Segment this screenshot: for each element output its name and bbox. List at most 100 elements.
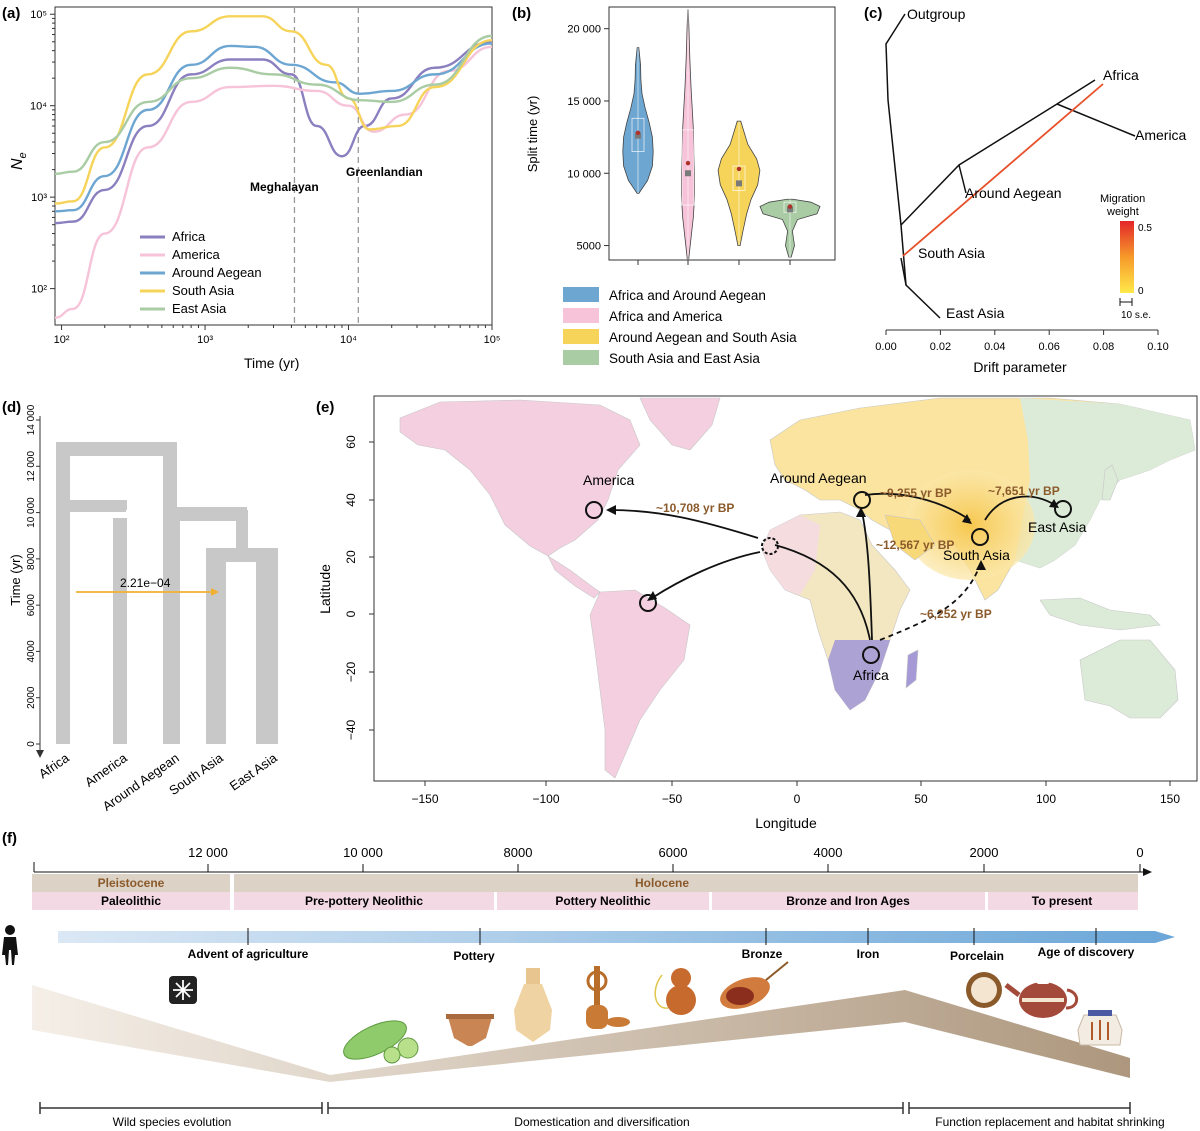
- event-bronze: Bronze: [742, 947, 783, 961]
- y-tick-label-5: 10 000: [26, 497, 37, 528]
- route-label-africa-southasia: ~6,252 yr BP: [920, 607, 992, 621]
- y-tick-label-1: 10³: [31, 192, 47, 204]
- panel-f: (f) 12 000 10 000 8000 6000 4000 2000 0 Pleist…: [2, 830, 1175, 1129]
- y-tick-label-0: 0: [26, 741, 37, 747]
- y-tick-label-3: 0: [344, 610, 358, 617]
- roasted-gourd-icon: [720, 961, 789, 1009]
- panel-c-tree: [885, 13, 1136, 319]
- place-label-america: America: [583, 472, 635, 488]
- map-axes: −150 −100 −50 0 50 100 150 60 40 20 0 −20 −40: [344, 435, 1180, 806]
- panel-e-label: (e): [316, 399, 334, 416]
- place-africa: [862, 646, 880, 664]
- tip-america: America: [82, 750, 130, 790]
- period-bronze-iron: Bronze and Iron Ages: [786, 894, 910, 908]
- human-icon: [2, 925, 18, 965]
- land-north-america: [399, 399, 641, 557]
- land-arabia: [884, 514, 936, 561]
- series-line-4: [54, 34, 493, 176]
- svg-text:weight: weight: [1106, 206, 1139, 218]
- phase-domestication: Domestication and diversification: [514, 1115, 689, 1129]
- timeline-ticks: 12 000 10 000 8000 6000 4000 2000 0: [33, 845, 1144, 872]
- jar-icon: [1077, 1010, 1123, 1046]
- timeline-tick-label-1: 10 000: [343, 845, 383, 860]
- x-tick-label-3: 0.06: [1038, 341, 1059, 353]
- tip-africa: Africa: [1103, 67, 1139, 83]
- place-around-aegean: [853, 491, 871, 509]
- phase-brackets: [39, 1102, 1131, 1114]
- route-label-africa-aegean: ~12,567 yr BP: [876, 538, 954, 552]
- place-south-asia: [971, 528, 989, 546]
- x-tick-label-0: 0.00: [875, 341, 896, 353]
- event-ticks: [247, 928, 1097, 945]
- place-label-south-asia: South Asia: [943, 547, 1010, 563]
- panel-a: (a) Meghalayan Greenlandian 10² 10³ 10⁴ 10⁵…: [2, 5, 500, 371]
- x-tick-label-0: −150: [411, 792, 438, 806]
- violin-mean-3: [787, 204, 793, 209]
- x-tick-label-5: 0.10: [1147, 341, 1168, 353]
- migration-weight-legend: Migration weight 0.5 0 10 s.e.: [1100, 193, 1152, 321]
- series-line-0: [54, 40, 493, 225]
- land-madagascar: [905, 649, 919, 689]
- phase-wild: Wild species evolution: [113, 1115, 232, 1129]
- epoch-bar: Pleistocene Holocene: [32, 874, 1138, 892]
- gourd-instrument-icon: [586, 966, 630, 1029]
- population-band: [32, 985, 1130, 1082]
- places: [585, 491, 1072, 664]
- legend-africa: Africa: [172, 229, 206, 244]
- panel-a-axes: 10² 10³ 10⁴ 10⁵ 10² 10³ 10⁴ 10⁵: [30, 9, 500, 346]
- x-tick-label-0: 10²: [54, 334, 70, 346]
- y-tick-label-4: −20: [344, 661, 358, 682]
- route-label-aegean-southasia: ~9,255 yr BP: [880, 486, 952, 500]
- tip-east-asia: East Asia: [946, 305, 1005, 321]
- gourd-slices-icon: [343, 1020, 419, 1064]
- x-tick-label-2: 10⁴: [340, 334, 357, 346]
- migration-value: 2.21e−04: [120, 576, 171, 590]
- place-label-around-aegean: Around Aegean: [770, 470, 867, 486]
- y-tick-label-7: 14 000: [26, 404, 37, 435]
- series-line-2: [54, 42, 493, 213]
- y-tick-label-2: 15 000: [567, 96, 601, 108]
- violin-median-1: [685, 170, 691, 177]
- legend-africa-america: Africa and America: [609, 309, 723, 324]
- timeline-tick-label-0: 12 000: [188, 845, 228, 860]
- event-age-of-discovery: Age of discovery: [1038, 945, 1135, 959]
- land-australia: [1079, 639, 1179, 719]
- violin-box-1: [681, 129, 695, 206]
- panel-a-label: (a): [2, 5, 20, 22]
- x-tick-label-4: 50: [914, 792, 928, 806]
- phase-function-replacement: Function replacement and habitat shrinki…: [935, 1115, 1164, 1129]
- violin-mean-0: [635, 130, 641, 135]
- x-tick-label-6: 150: [1160, 792, 1180, 806]
- timeline-tick-label-4: 4000: [814, 845, 843, 860]
- violin-box-2: [732, 165, 746, 192]
- panel-b-label: (b): [512, 5, 531, 22]
- panel-c: (c) Outgroup Africa America Around Aegea…: [864, 5, 1187, 375]
- svg-text:0: 0: [1138, 286, 1144, 297]
- migration-arrowhead: [211, 588, 219, 596]
- x-tick-label-3: 10⁵: [484, 334, 501, 346]
- land-southern-africa: [828, 640, 890, 710]
- violin-mean-2: [736, 166, 742, 172]
- legend-southasia-eastasia: South Asia and East Asia: [609, 351, 760, 366]
- x-tick-label-1: −100: [532, 792, 559, 806]
- epoch-holocene: Holocene: [635, 876, 689, 890]
- tip-south-asia: South Asia: [918, 245, 985, 261]
- tip-america: America: [1135, 127, 1187, 143]
- timeline-tick-label-3: 6000: [659, 845, 688, 860]
- panel-d: (d) 2.21e−04 0 2000 4000 6000 8000 10 000 12 0…: [2, 399, 280, 814]
- place-label-africa: Africa: [853, 667, 889, 683]
- map-ylabel: Latitude: [317, 564, 333, 614]
- period-paleolithic: Paleolithic: [101, 894, 161, 908]
- panel-f-label: (f): [2, 830, 17, 847]
- x-tick-label-2: −50: [662, 792, 683, 806]
- panel-b-ylabel: Split time (yr): [525, 96, 540, 173]
- map-frame: [373, 395, 1198, 782]
- y-tick-label-0: 10²: [31, 284, 47, 296]
- svg-text:Migration: Migration: [1100, 193, 1145, 205]
- violin-mean-1: [685, 160, 691, 166]
- panel-a-frame: [54, 6, 493, 326]
- panel-b-violins: [622, 9, 821, 265]
- x-tick-label-2: 0.04: [984, 341, 1005, 353]
- dispersal-routes: [609, 492, 1056, 641]
